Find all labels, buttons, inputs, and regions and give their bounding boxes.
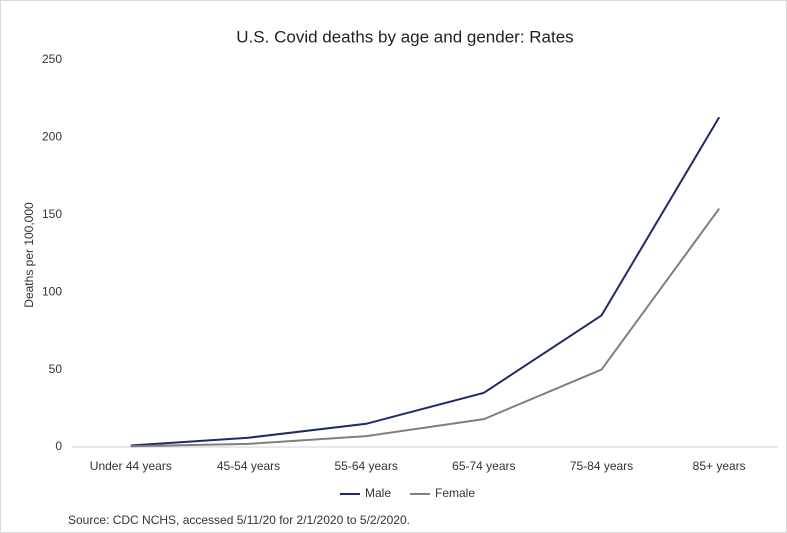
y-tick-label: 100 bbox=[42, 284, 62, 298]
y-axis-label: Deaths per 100,000 bbox=[22, 202, 36, 308]
y-tick-label: 0 bbox=[55, 439, 62, 453]
x-tick-label: 75-84 years bbox=[570, 459, 633, 473]
x-tick-label: 55-64 years bbox=[334, 459, 397, 473]
y-tick-label: 250 bbox=[42, 52, 62, 66]
legend-label: Male bbox=[365, 486, 391, 500]
x-tick-label: Under 44 years bbox=[90, 459, 172, 473]
x-tick-label: 45-54 years bbox=[217, 459, 280, 473]
x-tick-label: 85+ years bbox=[693, 459, 746, 473]
x-tick-label: 65-74 years bbox=[452, 459, 515, 473]
y-tick-label: 200 bbox=[42, 130, 62, 144]
y-tick-label: 50 bbox=[49, 362, 63, 376]
legend-label: Female bbox=[435, 486, 475, 500]
chart-title: U.S. Covid deaths by age and gender: Rat… bbox=[236, 27, 573, 46]
y-tick-label: 150 bbox=[42, 207, 62, 221]
series-line bbox=[130, 116, 721, 447]
series-line bbox=[130, 208, 720, 448]
source-note: Source: CDC NCHS, accessed 5/11/20 for 2… bbox=[68, 513, 410, 527]
